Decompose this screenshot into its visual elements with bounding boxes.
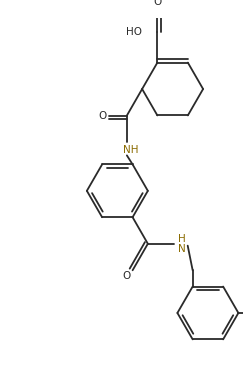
- Text: H: H: [178, 234, 186, 244]
- Text: O: O: [153, 0, 162, 7]
- Text: N: N: [178, 243, 186, 253]
- Text: O: O: [123, 271, 131, 281]
- Text: O: O: [99, 111, 107, 121]
- Text: NH: NH: [123, 145, 138, 155]
- Text: HO: HO: [126, 27, 142, 37]
